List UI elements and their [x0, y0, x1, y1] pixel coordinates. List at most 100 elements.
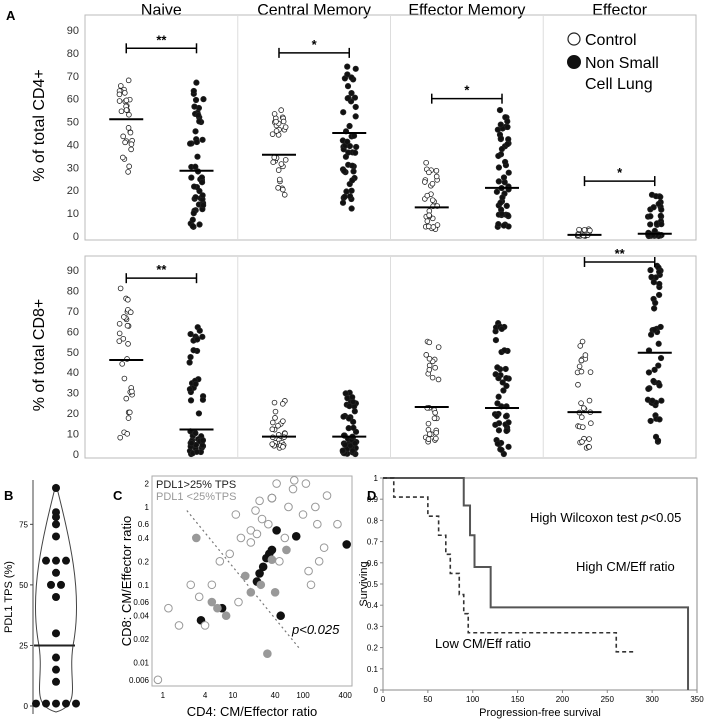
cd4-panel-nsclc-point	[658, 206, 665, 213]
cd8-panel-control-point	[586, 397, 593, 404]
cd8-panel-control-point	[280, 418, 286, 424]
cd4-panel-control-point	[270, 159, 276, 165]
cd8-panel-nsclc-point	[498, 446, 505, 454]
scatter-point-control	[164, 603, 173, 613]
survival-curve-high	[383, 477, 690, 690]
survival-y-tick-label: 0.7	[367, 538, 379, 547]
cd8-panel-control-point	[426, 366, 433, 373]
pdl1-point	[42, 699, 50, 708]
scatter-point-control	[200, 621, 210, 630]
cd4-panel-control-point	[125, 169, 131, 175]
cd8-panel-y-tick-label: 60	[67, 326, 79, 338]
cd8-panel-nsclc-point	[655, 362, 662, 369]
survival-x-tick-label: 150	[511, 695, 525, 704]
scatter-point-high-pdl1	[258, 562, 268, 572]
category-header: Central Memory	[257, 2, 371, 19]
cd4-panel-control-point	[126, 111, 132, 118]
scatter-point-control	[301, 479, 311, 488]
cd8-panel-y-tick-label: 10	[67, 429, 79, 441]
pdl1-point	[52, 556, 60, 565]
pdl1-point	[42, 556, 50, 565]
cd8-panel-control-point	[578, 368, 585, 375]
cd4-panel-control-point	[122, 139, 128, 146]
cd4-panel-nsclc-point	[190, 210, 197, 217]
cd8-panel-nsclc-point	[495, 393, 502, 400]
cd4-panel-nsclc-point	[191, 103, 198, 110]
scatter-x-tick-label: 1	[161, 691, 166, 700]
cd4-panel-nsclc-point	[499, 194, 506, 201]
cd8-panel-control-point	[586, 444, 592, 450]
cd8-panel-nsclc-point	[492, 421, 499, 428]
cd8-panel-nsclc-point	[656, 382, 663, 389]
cd8-panel-y-tick-label: 20	[67, 408, 79, 420]
cd4-panel-nsclc-point	[658, 221, 665, 228]
pdl1-point	[52, 699, 60, 708]
cd8-panel-y-tick-label: 80	[67, 285, 79, 297]
cd4-panel-nsclc-point	[196, 221, 203, 228]
cd4-panel-nsclc-point	[504, 118, 511, 125]
cd4-panel-nsclc-point	[193, 138, 200, 146]
scatter-y-axis-label: CD8: CM/Effector ratio	[119, 516, 134, 647]
survival-y-tick-label: 0.5	[367, 580, 379, 589]
cd8-panel-control-point	[121, 375, 128, 382]
cd8-panel-control-point	[271, 399, 278, 406]
category-header: Naive	[141, 2, 182, 19]
cd4-panel-nsclc-point	[192, 128, 199, 135]
cd8-panel-nsclc-point	[655, 340, 662, 347]
cd8-panel-control-point	[425, 420, 432, 427]
cd8-panel-control-point	[577, 343, 584, 349]
pdl1-y-axis-label: PDL1 TPS (%)	[3, 561, 15, 633]
cd8-panel-nsclc-point	[645, 369, 653, 376]
cd4-panel-control-point	[281, 192, 288, 198]
cd4-panel-nsclc-point	[497, 121, 504, 128]
scatter-point-control	[186, 580, 196, 590]
scatter-legend-low-pdl1: PDL1 <25%TPS	[156, 491, 236, 503]
scatter-point-low-pdl1	[246, 588, 256, 597]
cd8-panel-nsclc-point	[199, 396, 207, 403]
cd4-panel-control-point	[123, 107, 130, 113]
cd4-panel-nsclc-point	[350, 168, 357, 175]
cd8-panel-nsclc-point	[658, 397, 665, 404]
cd8-panel-nsclc-point	[502, 413, 510, 420]
cd8-panel-nsclc-point	[502, 365, 509, 373]
cd4-panel-nsclc-point	[341, 168, 348, 175]
scatter-x-tick-label: 4	[203, 691, 208, 700]
scatter-point-control	[246, 538, 256, 547]
cd8-panel-nsclc-point	[186, 386, 194, 393]
cd4-panel-control-point	[278, 107, 284, 113]
cd4-panel-significance-label: *	[617, 165, 623, 180]
cd4-panel-control-point	[120, 154, 126, 161]
cd4-panel-nsclc-point	[195, 112, 202, 119]
scatter-point-control	[280, 533, 290, 543]
cd8-panel-nsclc-point	[494, 364, 501, 371]
cd4-panel-nsclc-point	[196, 118, 203, 125]
survival-y-tick-label: 0.3	[367, 622, 379, 631]
cd8-panel-control-point	[116, 330, 123, 337]
cd4-panel-nsclc-point	[504, 141, 511, 148]
cd4-panel-control-point	[123, 97, 130, 104]
cd8-panel-significance-label: **	[615, 246, 626, 261]
scatter-point-high-pdl1	[342, 540, 351, 549]
cd4-panel-control-point	[426, 169, 432, 176]
survival-x-tick-label: 100	[466, 695, 480, 704]
cd8-panel-nsclc-point	[647, 267, 654, 274]
cd8-panel-nsclc-point	[503, 382, 510, 389]
cd8-panel-y-axis-label: % of total CD8+	[31, 299, 48, 412]
cd8-panel-control-point	[579, 338, 586, 345]
cd8-panel-nsclc-point	[190, 347, 197, 354]
cd4-panel-nsclc-point	[348, 205, 355, 212]
panel-label-d: D	[367, 488, 376, 503]
cd8-panel-nsclc-point	[503, 374, 510, 382]
cd4-panel-nsclc-point	[657, 193, 664, 201]
cd8-panel-control-point	[124, 322, 131, 329]
cd8-panel-nsclc-point	[345, 415, 353, 422]
cd4-panel-y-tick-label: 50	[67, 117, 79, 129]
scatter-frame	[151, 475, 353, 687]
cd4-panel-nsclc-point	[495, 164, 503, 171]
cd4-panel-nsclc-point	[495, 152, 502, 160]
cd4-panel-nsclc-point	[497, 199, 504, 206]
cd8-panel-y-tick-label: 40	[67, 367, 79, 379]
cd4-panel-y-tick-label: 20	[67, 185, 79, 197]
survival-label-high: High CM/Eff ratio	[576, 559, 675, 574]
cd8-panel-control-point	[588, 420, 594, 427]
